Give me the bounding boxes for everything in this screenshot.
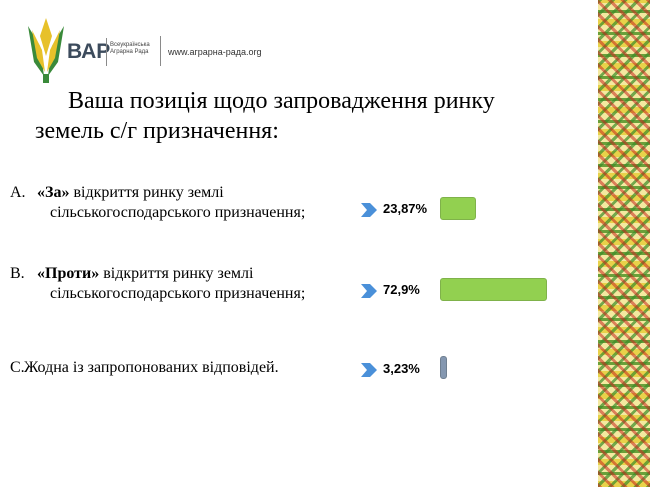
option-text: Жодна із запропонованих відповідей. bbox=[24, 358, 347, 378]
option-text-part: відкриття ринку землі сільськогосподарсь… bbox=[50, 265, 306, 302]
divider bbox=[106, 38, 107, 66]
chevron-icon bbox=[361, 363, 377, 377]
chevron-icon bbox=[361, 284, 377, 298]
bar bbox=[440, 278, 547, 301]
logo-emblem bbox=[28, 18, 64, 83]
bar bbox=[440, 197, 477, 220]
value-label: 72,9% bbox=[383, 282, 420, 297]
chart-title: Ваша позиція щодо запровадження ринку зе… bbox=[35, 88, 495, 144]
option-letter: B. bbox=[10, 265, 25, 282]
option-text: «Проти» відкриття ринку землі сільського… bbox=[37, 264, 360, 304]
option-letter: A. bbox=[10, 184, 26, 201]
option-text-part: «За» bbox=[37, 184, 70, 201]
divider bbox=[160, 36, 161, 66]
chevron-icon bbox=[361, 203, 377, 217]
option-letter: C. bbox=[10, 359, 25, 376]
option-text: «За» відкриття ринку землі сільськогоспо… bbox=[37, 183, 360, 223]
logo-org: Всеукраїнська Аграрна Рада bbox=[110, 42, 150, 55]
logo-url: www.аграрна-рада.org bbox=[168, 47, 262, 57]
option-text-part: Жодна із запропонованих відповідей. bbox=[24, 359, 279, 376]
value-label: 3,23% bbox=[383, 361, 420, 376]
value-label: 23,87% bbox=[383, 201, 428, 216]
logo-text: ВАР bbox=[67, 40, 111, 63]
option-text-part: «Проти» bbox=[37, 265, 100, 282]
ornament-border bbox=[598, 0, 650, 487]
bar bbox=[440, 356, 447, 379]
option-text-part: відкриття ринку землі сільськогосподарсь… bbox=[50, 184, 306, 221]
